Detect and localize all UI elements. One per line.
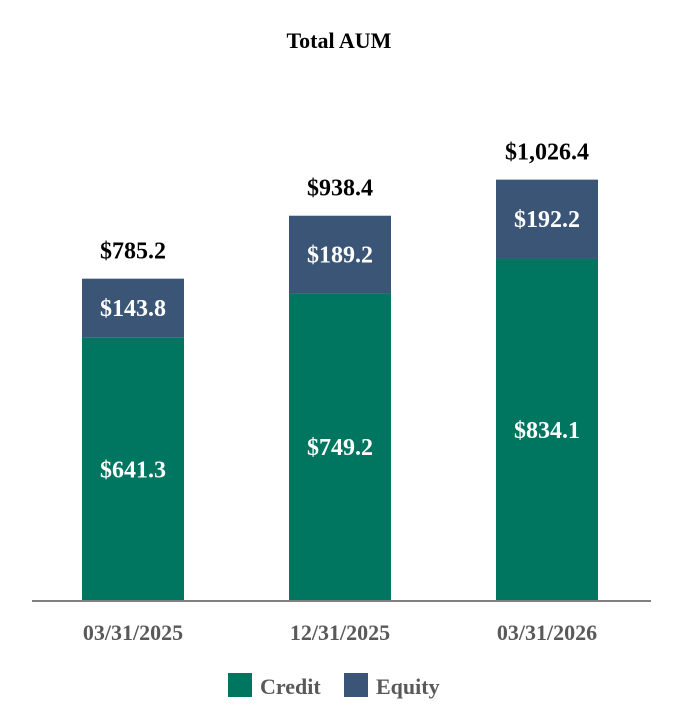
x-tick-label-3: 03/31/2026 <box>497 620 597 645</box>
data-label-credit-3: $834.1 <box>514 418 580 444</box>
legend-label-equity: Equity <box>376 674 440 699</box>
bar-credit-1 <box>82 337 184 601</box>
legend-swatch-credit <box>228 673 252 697</box>
data-label-equity-2: $189.2 <box>307 243 373 269</box>
data-label-equity-1: $143.8 <box>100 296 166 322</box>
x-tick-label-2: 12/31/2025 <box>290 620 390 645</box>
legend-label-credit: Credit <box>260 674 321 699</box>
bar-equity-3 <box>496 179 598 259</box>
bar-credit-3 <box>496 258 598 601</box>
legend-swatch-equity <box>344 673 368 697</box>
total-label-1: $785.2 <box>100 239 166 265</box>
bar-credit-2 <box>289 293 391 601</box>
data-label-credit-2: $749.2 <box>307 435 373 461</box>
x-tick-label-1: 03/31/2025 <box>83 620 183 645</box>
x-axis-ticks: 03/31/2025 12/31/2025 03/31/2026 <box>83 620 597 645</box>
bars-group: $641.3 $143.8 $785.2 $749.2 $189.2 $938.4 $834… <box>82 140 598 601</box>
total-label-3: $1,026.4 <box>505 140 589 166</box>
data-label-equity-3: $192.2 <box>514 207 580 233</box>
data-label-credit-1: $641.3 <box>100 457 166 483</box>
total-label-2: $938.4 <box>307 176 373 202</box>
bar-equity-1 <box>82 278 184 338</box>
bar-equity-2 <box>289 215 391 294</box>
chart-title: Total AUM <box>287 28 392 53</box>
legend: Credit Equity <box>228 673 440 699</box>
